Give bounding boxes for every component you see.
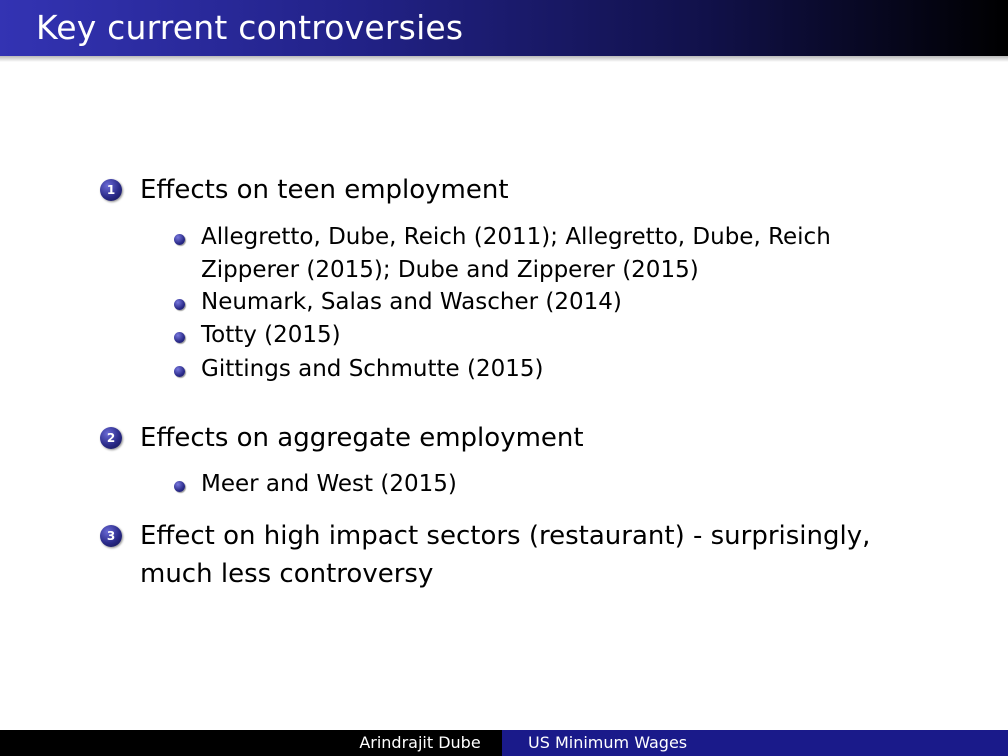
- enum-text-2: Effects on aggregate employment: [140, 423, 584, 453]
- footer-author: Arindrajit Dube: [338, 730, 502, 756]
- slide-title: Key current controversies: [36, 8, 464, 47]
- sub-text-1-3: Totty (2015): [201, 322, 341, 348]
- enum-number-3: 3: [100, 525, 122, 547]
- sub-text-1-2: Neumark, Salas and Wascher (2014): [201, 289, 622, 315]
- bullet-icon: [174, 332, 185, 343]
- bullet-icon: [174, 299, 185, 310]
- bullet-icon: [174, 481, 185, 492]
- enum-number-1: 1: [100, 179, 122, 201]
- footer-title-box: US Minimum Wages: [502, 730, 1008, 756]
- enum-text-1: Effects on teen employment: [140, 175, 509, 205]
- sub-text-2-1: Meer and West (2015): [201, 471, 457, 497]
- footer-bar: Arindrajit Dube US Minimum Wages: [0, 730, 1008, 756]
- sub-text-1-1: Allegretto, Dube, Reich (2011); Allegret…: [201, 224, 831, 283]
- sub-text-1-4: Gittings and Schmutte (2015): [201, 356, 544, 382]
- enum-text-3: Effect on high impact sectors (restauran…: [140, 521, 871, 589]
- title-bar-shadow: [0, 56, 1008, 62]
- bullet-icon: [174, 234, 185, 245]
- title-bar: Key current controversies: [0, 0, 1008, 56]
- enum-number-2: 2: [100, 427, 122, 449]
- bullet-icon: [174, 366, 185, 377]
- footer-title: US Minimum Wages: [528, 733, 688, 752]
